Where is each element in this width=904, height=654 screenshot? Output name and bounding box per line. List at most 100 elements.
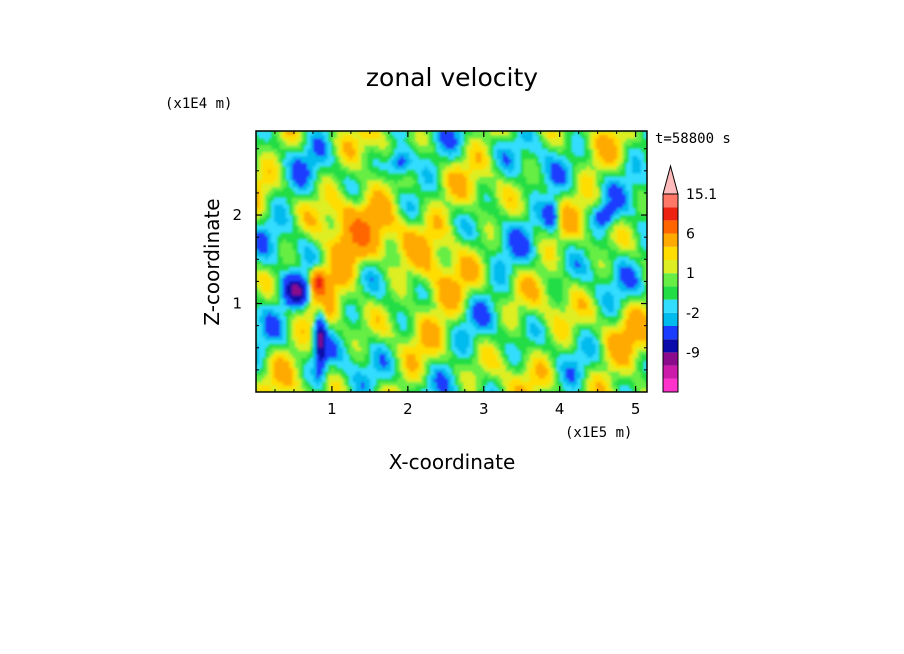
field-cell <box>403 273 407 278</box>
field-cell <box>412 221 417 226</box>
field-cell <box>418 211 423 216</box>
field-cell <box>352 343 356 348</box>
field-cell <box>388 245 392 250</box>
field-cell <box>424 350 429 355</box>
field-cell <box>454 284 459 289</box>
field-cell <box>331 266 335 271</box>
field-cell <box>334 155 338 160</box>
field-cell <box>301 388 305 392</box>
field-cell <box>277 148 281 153</box>
field-cell <box>256 214 260 219</box>
field-cell <box>397 238 401 243</box>
field-cell <box>283 200 287 205</box>
field-cell <box>415 287 420 292</box>
field-cell <box>451 301 456 306</box>
field-cell <box>400 270 404 275</box>
field-cell <box>325 137 329 143</box>
field-cell <box>424 325 429 330</box>
field-cell <box>382 214 386 219</box>
field-cell <box>388 311 392 317</box>
field-cell <box>271 221 275 226</box>
field-cell <box>343 256 347 261</box>
field-cell <box>349 190 353 195</box>
field-cell <box>451 259 456 264</box>
field-cell <box>286 134 290 139</box>
field-cell <box>316 134 320 139</box>
field-cell <box>412 204 417 209</box>
field-cell <box>268 137 272 143</box>
field-cell <box>400 193 404 198</box>
field-cell <box>265 162 269 167</box>
field-cell <box>415 183 420 188</box>
field-cell <box>328 193 332 198</box>
field-cell <box>322 315 326 320</box>
field-cell <box>343 350 347 355</box>
field-cell <box>295 287 299 292</box>
field-cell <box>394 200 398 205</box>
field-cell <box>424 353 429 358</box>
field-cell <box>280 270 284 275</box>
field-cell <box>343 381 347 386</box>
field-cell <box>283 294 287 299</box>
field-cell <box>349 235 353 240</box>
field-cell <box>307 176 311 181</box>
field-cell <box>334 322 338 327</box>
field-cell <box>289 350 293 355</box>
field-cell <box>349 162 353 167</box>
field-cell <box>259 343 263 348</box>
field-cell <box>448 214 453 219</box>
field-cell <box>445 294 450 299</box>
field-cell <box>367 350 371 355</box>
field-cell <box>394 242 398 247</box>
field-cell <box>427 291 432 296</box>
field-cell <box>406 137 410 143</box>
field-cell <box>424 339 429 344</box>
field-cell <box>439 336 444 341</box>
field-cell <box>328 378 332 383</box>
field-cell <box>439 148 444 153</box>
field-cell <box>367 353 371 358</box>
field-cell <box>355 155 359 160</box>
field-cell <box>280 169 284 174</box>
field-cell <box>439 308 444 313</box>
field-cell <box>412 294 417 299</box>
field-cell <box>334 204 338 209</box>
field-cell <box>415 186 420 191</box>
field-cell <box>394 388 398 392</box>
field-cell <box>397 329 401 334</box>
field-cell <box>418 329 423 334</box>
field-cell <box>298 311 302 317</box>
field-cell <box>376 371 380 376</box>
field-cell <box>355 315 359 320</box>
field-cell <box>283 179 287 184</box>
field-cell <box>352 252 356 257</box>
field-cell <box>436 259 441 264</box>
field-cell <box>283 298 287 303</box>
field-cell <box>415 266 420 271</box>
field-cell <box>301 301 305 306</box>
field-cell <box>352 238 356 243</box>
field-cell <box>391 357 395 362</box>
field-cell <box>256 197 260 202</box>
field-cell <box>376 374 380 379</box>
field-cell <box>295 353 299 358</box>
field-cell <box>304 165 308 170</box>
field-cell <box>382 211 386 216</box>
field-cell <box>262 207 266 212</box>
field-cell <box>310 214 314 219</box>
field-cell <box>370 197 374 202</box>
field-cell <box>259 329 263 334</box>
field-cell <box>262 360 266 365</box>
field-cell <box>274 148 278 153</box>
field-cell <box>436 325 441 330</box>
field-cell <box>256 353 260 358</box>
field-cell <box>391 277 395 282</box>
field-cell <box>265 364 269 369</box>
field-cell <box>271 277 275 282</box>
field-cell <box>340 162 344 167</box>
field-cell <box>400 162 404 167</box>
field-cell <box>271 165 275 170</box>
field-cell <box>316 131 320 136</box>
field-cell <box>385 311 389 317</box>
field-cell <box>397 165 401 170</box>
